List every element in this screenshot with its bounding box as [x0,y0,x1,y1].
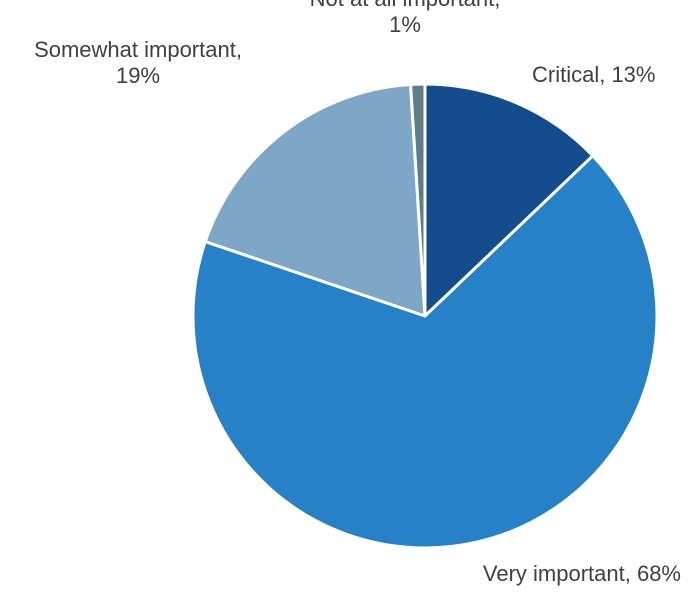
data-label-line: 1% [389,12,421,37]
data-label-critical: Critical, 13% [532,62,655,87]
data-label-line: Not at all important, [310,0,501,11]
pie-slice-very-important [191,154,659,550]
pie-slice-somewhat-important [203,82,427,318]
pie-slices [191,82,659,550]
data-label-very-important: Very important, 68% [483,561,681,586]
pie-slice-not-at-all-important [409,82,427,318]
pie-labels: Critical, 13% Very important, 68% Somewhat… [34,0,681,586]
data-label-somewhat-important: Somewhat important, 19% [34,37,242,88]
data-label-line: Somewhat important, [34,37,242,62]
data-label-line: Critical, 13% [532,62,655,87]
pie-slice-critical [423,82,595,318]
data-label-not-at-all-important: Not at all important,1% [310,0,501,37]
data-label-line: Very important, 68% [483,561,681,586]
data-label-line: 19% [116,63,160,88]
